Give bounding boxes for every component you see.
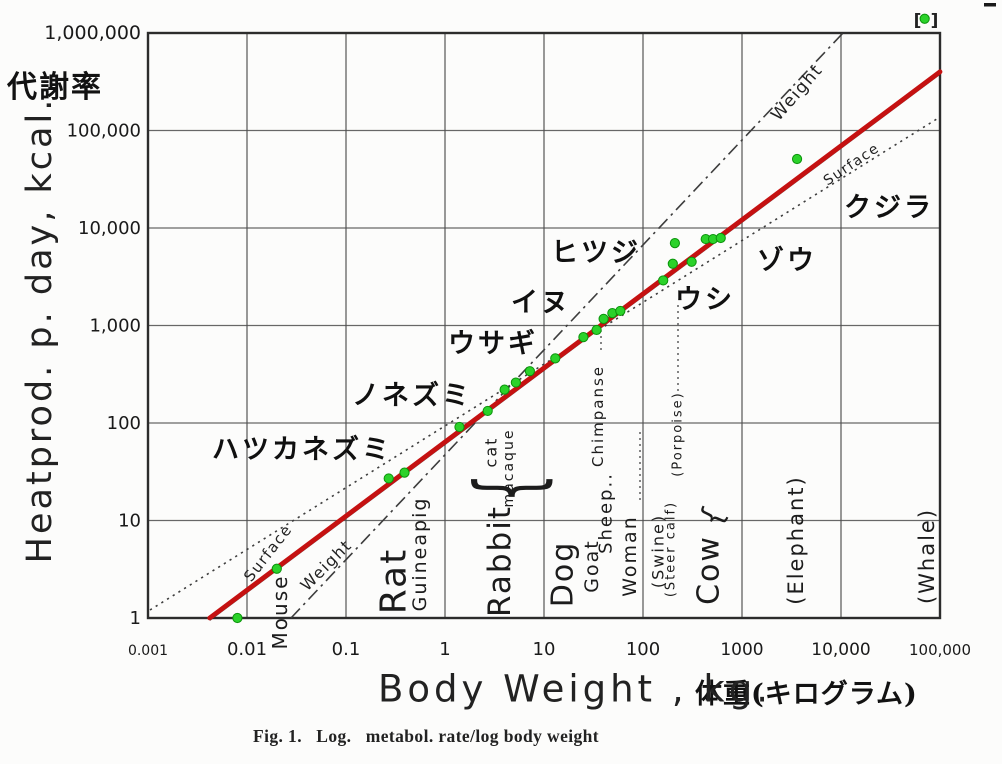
japanese-animal-label: ウサギ: [448, 329, 538, 360]
plot-frame: [146, 31, 942, 620]
data-point: [667, 258, 678, 269]
data-point: [383, 473, 394, 484]
y-tick-label: 1,000,000: [44, 22, 141, 44]
japanese-animal-label: ゾウ: [757, 246, 817, 277]
animal-label-steercalf: (Steer calf): [664, 501, 679, 597]
x-tick-label: 100: [626, 639, 660, 660]
y-tick-label: 1,000: [89, 316, 141, 337]
animal-label-rat: Rat: [374, 548, 415, 614]
data-point: [454, 421, 465, 433]
metabolic-rate-line: [207, 69, 943, 621]
scan-stray-mark: [984, 3, 996, 7]
y-tick-label: 100,000: [67, 121, 141, 142]
data-point: [598, 313, 609, 324]
data-point: [578, 332, 589, 343]
data-point: [399, 467, 410, 478]
data-point: [271, 563, 282, 574]
line-label-weight-line: Weight: [767, 60, 827, 125]
data-point: [615, 305, 626, 317]
x-tick-label: 0.001: [128, 643, 168, 659]
x-tick-label: 100,000: [909, 641, 971, 659]
data-point: [591, 324, 602, 336]
data-point: [232, 612, 243, 624]
line-label-surface-line: Surface: [821, 140, 883, 189]
japanese-animal-label: クジラ: [844, 193, 934, 224]
y-tick-label: 10: [118, 511, 141, 532]
data-point: [715, 232, 726, 244]
x-tick-label: 10: [533, 639, 556, 660]
x-axis-title: Body Weight , kg.: [377, 667, 773, 711]
data-point: [791, 153, 803, 165]
x-tick-label: 0.01: [227, 639, 267, 660]
data-point: [658, 275, 669, 286]
grouping-brace: {: [692, 500, 732, 531]
animal-label-swine: (Swine): [649, 514, 668, 588]
y-tick-label: 1: [130, 608, 141, 629]
y-tick-label: 10,000: [78, 218, 141, 239]
animal-label-guineapig: Guineapig: [409, 497, 431, 612]
data-point: [524, 366, 535, 377]
animal-label-cat: cat: [482, 437, 501, 468]
animal-label-sheep: Sheep..: [596, 472, 617, 554]
animal-label-chimpanse: Chimpanse: [589, 365, 607, 467]
whale-data-point: [919, 13, 930, 24]
animal-label-whale: (Whale): [915, 508, 939, 604]
data-point: [686, 256, 697, 267]
x-axis-title-japanese: 体重(キログラム): [695, 679, 918, 710]
x-tick-label: 0.1: [332, 639, 361, 660]
data-point: [482, 405, 493, 417]
x-tick-label: 1: [439, 639, 450, 660]
japanese-animal-label: ウシ: [675, 285, 735, 316]
animal-label-cow: Cow: [692, 535, 727, 605]
figure-caption: Fig. 1. Log. metabol. rate/log body weig…: [253, 726, 600, 746]
animal-label-porpoise: (Porpoise): [671, 391, 686, 476]
japanese-animal-label: ノネズミ: [352, 380, 472, 412]
grouping-brace: {: [457, 473, 560, 502]
y-axis-title: Heatprod. p. day, kcal.: [20, 96, 60, 564]
x-tick-label: 1000: [720, 640, 763, 660]
y-axis-title-japanese: 代謝率: [7, 70, 103, 105]
data-point: [550, 353, 561, 364]
japanese-animal-label: イヌ: [511, 288, 571, 319]
surface-line: [149, 116, 941, 611]
animal-label-dog: Dog: [546, 541, 581, 608]
whale-bracket-left: [: [914, 11, 922, 31]
data-point: [669, 238, 680, 249]
data-point: [510, 377, 521, 388]
animal-label-mouse: Mouse: [268, 575, 292, 650]
x-tick-label: 10,000: [811, 640, 870, 660]
y-tick-label: 100: [107, 413, 141, 434]
weight-line: [290, 32, 844, 619]
animal-label-goat: Goat: [581, 539, 603, 592]
animal-label-rabbit: Rabbit: [482, 505, 518, 617]
data-point: [499, 384, 510, 395]
japanese-animal-label: ハツカネズミ: [212, 434, 392, 466]
animal-label-woman: Woman: [619, 515, 641, 597]
animal-label-elephant: (Elephant): [784, 475, 808, 604]
animal-label-macaque: macaque: [501, 429, 517, 508]
japanese-animal-label: ヒツジ: [551, 238, 641, 269]
whale-bracket-right: ]: [931, 11, 939, 31]
